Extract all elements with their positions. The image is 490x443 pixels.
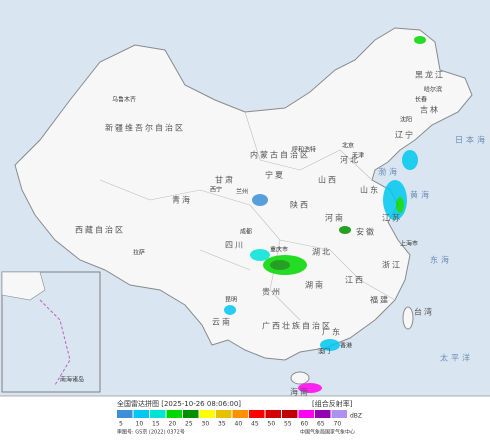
region-label: 安徽 — [356, 227, 376, 237]
legend-label: 60 — [301, 421, 309, 428]
approval-number: 审图号: GS京 (2022) 0372号 — [117, 429, 185, 436]
city-label: 天津 — [352, 153, 364, 160]
hainan-island — [290, 371, 310, 385]
city-label: 呼和浩特 — [292, 146, 316, 154]
legend-label: 55 — [284, 421, 292, 428]
product-name: [组合反射率] — [312, 399, 353, 408]
city-label: 上海市 — [400, 240, 418, 248]
map-labels: 新疆维吾尔自治区 西藏自治区 青海 内蒙古自治区 黑龙江 吉林 辽宁 甘肃 宁夏… — [60, 70, 488, 397]
city-label: 重庆市 — [270, 246, 288, 254]
region-label: 江西 — [345, 276, 365, 285]
region-label: 湖南 — [305, 280, 325, 290]
legend-swatch — [183, 410, 199, 418]
legend-swatch — [331, 410, 347, 418]
sea-label: 黄海 — [410, 190, 432, 200]
legend-label: 20 — [169, 421, 177, 428]
legend-swatch — [166, 410, 182, 418]
inset-label: 南海诸岛 — [60, 376, 84, 384]
city-label: 西宁 — [210, 186, 222, 194]
region-label: 台湾 — [414, 307, 434, 317]
legend-label: 5 — [119, 421, 123, 428]
region-label: 西藏自治区 — [75, 225, 125, 235]
region-label: 福建 — [370, 295, 390, 305]
region-label: 河南 — [325, 213, 345, 223]
city-label: 澳门 — [318, 348, 330, 356]
region-label: 贵州 — [262, 287, 282, 297]
sea-label: 渤海 — [378, 167, 400, 177]
region-label: 内蒙古自治区 — [250, 150, 310, 160]
legend-label: 65 — [317, 421, 325, 428]
legend-swatch — [232, 410, 248, 418]
map-title: 全国雷达拼图 [2025-10-26 08:06:00] — [117, 399, 241, 408]
region-label: 黑龙江 — [415, 70, 445, 80]
legend-label: 35 — [218, 421, 226, 428]
legend-label: 30 — [202, 421, 210, 428]
region-label: 海南 — [290, 387, 310, 397]
legend-label: 40 — [235, 421, 243, 428]
legend-swatch — [282, 410, 298, 418]
city-label: 成都 — [240, 228, 252, 236]
region-label: 江苏 — [382, 213, 402, 223]
city-label: 拉萨 — [133, 249, 145, 257]
legend-swatch — [298, 410, 314, 418]
city-label: 昆明 — [225, 297, 237, 304]
region-label: 云南 — [212, 317, 232, 327]
city-label: 香港 — [340, 342, 352, 350]
taiwan-island — [402, 306, 414, 330]
radar-echoes — [224, 36, 426, 393]
region-label: 山西 — [318, 175, 338, 185]
region-label: 吉林 — [420, 105, 440, 115]
sea-label: 东海 — [430, 255, 452, 265]
region-label: 河北 — [340, 155, 360, 165]
city-label: 长春 — [415, 96, 427, 104]
region-label: 新疆维吾尔自治区 — [105, 123, 185, 133]
city-label: 沈阳 — [400, 116, 412, 124]
region-label: 辽宁 — [395, 130, 415, 140]
region-label: 广东 — [322, 327, 342, 337]
legend-label: 50 — [268, 421, 276, 428]
legend-label: 25 — [185, 421, 193, 428]
color-legend: 5 10 15 20 25 30 35 40 45 50 55 60 65 70 — [117, 410, 347, 428]
region-label: 广西壮族自治区 — [262, 321, 332, 331]
city-label: 北京 — [342, 142, 354, 150]
legend-swatch — [265, 410, 281, 418]
region-label: 宁夏 — [265, 170, 285, 180]
province-borders — [99, 111, 396, 321]
legend-swatch — [249, 410, 265, 418]
region-label: 浙江 — [382, 260, 402, 270]
region-label: 青海 — [172, 195, 192, 205]
region-label: 四川 — [225, 241, 245, 250]
region-label: 湖北 — [312, 248, 332, 257]
region-label: 甘肃 — [215, 175, 235, 185]
legend-label: 15 — [152, 421, 160, 428]
region-label: 山东 — [360, 185, 380, 195]
legend-label: 70 — [334, 421, 342, 428]
legend-label: 10 — [136, 421, 144, 428]
legend-unit: dBZ — [350, 413, 362, 420]
city-label: 乌鲁木齐 — [112, 96, 136, 104]
legend-swatch — [150, 410, 166, 418]
source: 中国气象局国家气象中心 — [300, 429, 355, 436]
region-label: 陕西 — [290, 200, 310, 210]
legend-label: 45 — [251, 421, 259, 428]
legend-swatch — [133, 410, 149, 418]
legend-swatch — [199, 410, 215, 418]
legend-swatch — [117, 410, 133, 418]
legend-swatch — [216, 410, 232, 418]
city-label: 兰州 — [236, 188, 248, 196]
sea-label: 太平洋 — [440, 353, 473, 363]
inset-land — [1, 271, 46, 301]
legend-swatch — [315, 410, 331, 418]
city-label: 哈尔滨 — [424, 86, 442, 94]
sea-label: 日本海 — [455, 135, 488, 145]
